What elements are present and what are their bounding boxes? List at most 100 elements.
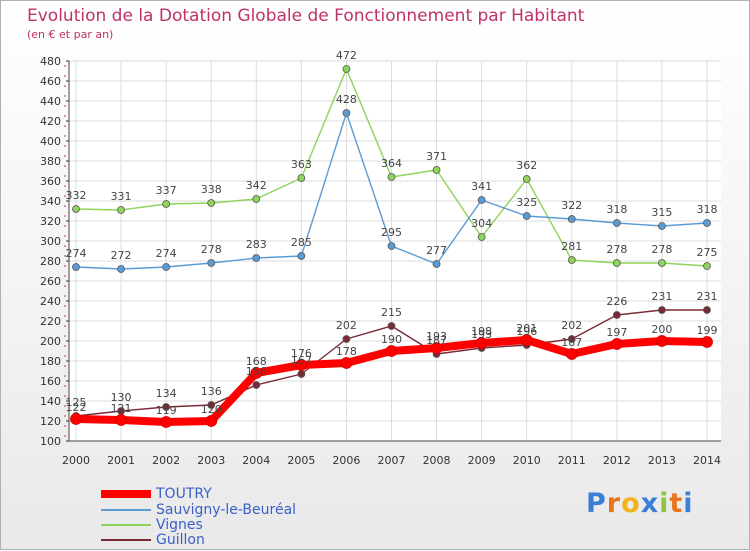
data-point <box>295 359 308 371</box>
data-point <box>703 219 711 227</box>
data-label: 275 <box>697 246 718 259</box>
data-label: 197 <box>606 326 627 339</box>
data-label: 178 <box>336 345 357 358</box>
legend-label: Vignes <box>156 517 203 533</box>
data-label: 226 <box>606 295 627 308</box>
data-label: 231 <box>651 290 672 303</box>
y-tick-label: 460 <box>40 75 61 88</box>
y-tick-label: 160 <box>40 375 61 388</box>
data-point <box>117 206 125 214</box>
data-label: 274 <box>66 247 87 260</box>
y-tick-label: 220 <box>40 315 61 328</box>
data-label: 332 <box>66 189 87 202</box>
data-label: 318 <box>697 203 718 216</box>
x-tick-label: 2004 <box>242 454 270 467</box>
data-point <box>567 215 576 223</box>
y-tick-label: 420 <box>40 115 61 128</box>
data-point <box>477 196 486 204</box>
data-label: 130 <box>111 391 132 404</box>
data-point <box>117 265 125 273</box>
data-point <box>658 222 666 230</box>
legend-item: Vignes <box>101 517 203 533</box>
x-tick-label: 2013 <box>648 454 676 467</box>
data-point <box>160 416 173 428</box>
data-point <box>342 65 351 73</box>
data-point <box>612 259 621 267</box>
data-label: 193 <box>426 330 447 343</box>
legend-label: Sauvigny-le-Beuréal <box>156 502 297 518</box>
y-tick-label: 440 <box>40 95 61 108</box>
data-point <box>658 259 666 267</box>
data-point <box>703 262 711 270</box>
data-point <box>207 259 216 267</box>
data-point <box>656 335 668 347</box>
logo-letter: r <box>606 488 622 519</box>
data-label: 199 <box>697 324 718 337</box>
data-label: 196 <box>516 325 537 338</box>
legend-swatch <box>101 524 151 526</box>
data-point <box>567 256 576 264</box>
data-label: 331 <box>111 190 132 203</box>
y-tick-label: 480 <box>40 55 61 68</box>
data-point <box>387 173 396 181</box>
data-point <box>72 263 80 271</box>
legend-label: Guillon <box>156 532 205 548</box>
x-tick-label: 2014 <box>693 454 721 467</box>
data-label: 274 <box>156 247 177 260</box>
data-point <box>342 335 351 343</box>
y-tick-label: 260 <box>40 275 61 288</box>
data-label: 187 <box>561 336 582 349</box>
data-point <box>612 311 621 319</box>
logo-letter: t <box>669 488 684 519</box>
data-label: 201 <box>516 322 537 335</box>
x-tick-label: 2005 <box>287 454 315 467</box>
y-tick-label: 240 <box>40 295 61 308</box>
data-point <box>252 254 261 262</box>
data-label: 278 <box>651 243 672 256</box>
data-point <box>252 381 261 389</box>
data-label: 167 <box>291 354 312 367</box>
data-label: 281 <box>561 240 582 253</box>
data-point <box>162 403 171 411</box>
chart-title: Evolution de la Dotation Globale de Fonc… <box>27 6 585 26</box>
data-point <box>250 367 263 379</box>
chart-subtitle: (en € et par an) <box>27 28 114 41</box>
data-label: 363 <box>291 158 312 171</box>
data-point <box>565 348 578 360</box>
data-label: 472 <box>336 49 357 62</box>
data-label: 136 <box>201 385 222 398</box>
data-label: 278 <box>606 243 627 256</box>
legend-swatch <box>101 509 151 511</box>
data-point <box>430 342 443 354</box>
data-label: 190 <box>381 333 402 346</box>
data-point <box>520 334 533 346</box>
logo-letter: i <box>683 488 694 519</box>
data-label: 342 <box>246 179 267 192</box>
legend-item: TOUTRY <box>101 486 212 502</box>
data-label: 283 <box>246 238 267 251</box>
y-tick-label: 140 <box>40 395 61 408</box>
data-label: 428 <box>336 93 357 106</box>
data-point <box>701 336 713 348</box>
data-point <box>477 233 486 241</box>
data-point <box>207 401 216 409</box>
data-label: 120 <box>201 403 222 416</box>
legend-item: Sauvigny-le-Beuréal <box>101 502 296 518</box>
data-point <box>522 212 531 220</box>
data-point <box>252 195 261 203</box>
data-label: 202 <box>561 319 582 332</box>
data-point <box>432 166 441 174</box>
x-tick-label: 2003 <box>197 454 225 467</box>
data-label: 277 <box>426 244 447 257</box>
data-point <box>297 252 306 260</box>
proxiti-logo: Proxiti <box>586 488 694 519</box>
data-label: 176 <box>291 347 312 360</box>
logo-letter: i <box>659 488 670 519</box>
logo-letter: o <box>621 488 641 519</box>
data-label: 215 <box>381 306 402 319</box>
y-tick-label: 360 <box>40 175 61 188</box>
legend-item: Guillon <box>101 532 205 548</box>
data-point <box>205 415 218 427</box>
data-point <box>703 306 711 314</box>
